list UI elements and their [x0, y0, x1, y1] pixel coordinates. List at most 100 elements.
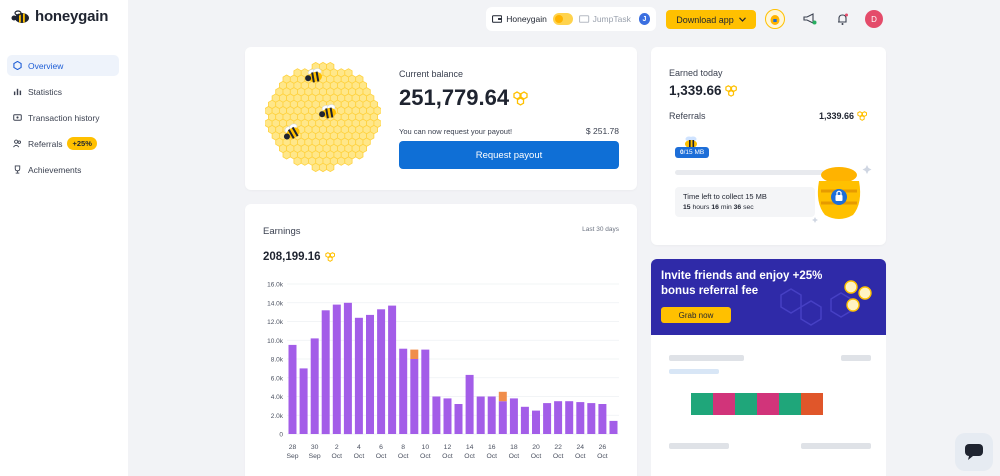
traffic-current: 0 [680, 149, 684, 156]
earnings-bar[interactable] [343, 302, 352, 435]
notifications-button[interactable] [832, 9, 852, 29]
sidebar-item-overview[interactable]: Overview [7, 55, 119, 76]
earnings-bar[interactable] [388, 305, 397, 434]
blurred-text [669, 355, 744, 361]
wallet-icon [13, 113, 22, 122]
x-tick-day: 8 [401, 444, 405, 451]
earnings-bar[interactable] [377, 309, 386, 434]
earnings-bar[interactable] [454, 404, 463, 434]
earnings-range[interactable]: Last 30 days [582, 226, 619, 233]
jumptask-label[interactable]: JumpTask [592, 14, 631, 24]
request-payout-button[interactable]: Request payout [399, 141, 619, 169]
earnings-bar[interactable] [532, 410, 540, 434]
megaphone-icon [803, 13, 817, 25]
earnings-bar[interactable] [543, 403, 552, 434]
earnings-bar[interactable] [366, 314, 374, 434]
balance-amount: 251,779.64 [399, 85, 510, 110]
y-tick-label: 16.0k [267, 282, 284, 289]
payout-message: You can now request your payout! [399, 127, 513, 136]
earnings-bar[interactable] [476, 396, 485, 435]
earnings-bar[interactable] [321, 310, 330, 435]
earnings-bar[interactable] [421, 349, 430, 434]
coins-icon [844, 280, 872, 312]
earnings-bar[interactable] [354, 317, 363, 435]
referral-bar-segment[interactable] [410, 349, 419, 359]
earnings-bar[interactable] [443, 398, 452, 434]
hours-value: 15 [683, 204, 691, 211]
y-tick-label: 12.0k [267, 319, 284, 326]
earnings-bar[interactable] [410, 359, 419, 434]
seconds-value: 36 [733, 204, 742, 211]
wallet-icon [579, 15, 590, 23]
earnings-bar[interactable] [565, 401, 574, 434]
referrals-value: 1,339.66 [819, 111, 868, 121]
honeypot-button[interactable] [765, 9, 785, 29]
earned-today-value: 1,339.66 [669, 83, 738, 98]
seconds-unit: sec [743, 204, 754, 211]
current-balance-label: Current balance [399, 69, 464, 79]
earnings-bar[interactable] [432, 396, 441, 435]
earnings-bar[interactable] [465, 374, 474, 434]
balance-card: Current balance 251,779.64 You can now r… [245, 47, 637, 190]
invite-friends-banner: Invite friends and enjoy +25% bonus refe… [651, 259, 886, 335]
download-app-button[interactable]: Download app [666, 10, 756, 29]
earnings-bar[interactable] [299, 368, 308, 434]
y-tick-label: 6.0k [271, 375, 284, 382]
app-toggle[interactable] [552, 13, 574, 25]
honeygain-logo[interactable]: honeygain [11, 8, 108, 25]
avatar[interactable]: D [865, 10, 883, 28]
x-tick-month: Oct [486, 453, 497, 460]
x-tick-day: 18 [510, 444, 518, 451]
earnings-bar[interactable] [609, 420, 618, 434]
x-tick-month: Oct [597, 453, 608, 460]
grab-now-button[interactable]: Grab now [661, 307, 731, 323]
blurred-text [801, 443, 871, 449]
y-tick-label: 4.0k [271, 394, 284, 401]
x-tick-day: 12 [444, 444, 452, 451]
earnings-bar[interactable] [332, 304, 341, 434]
x-tick-day: 30 [311, 444, 319, 451]
honeypot-icon [765, 9, 785, 29]
earnings-bar[interactable] [587, 403, 596, 434]
x-tick-day: 2 [335, 444, 339, 451]
earnings-bar[interactable] [576, 402, 585, 434]
referral-bar-segment[interactable] [498, 391, 507, 402]
megaphone-button[interactable] [800, 9, 820, 29]
earnings-bar[interactable] [598, 404, 607, 434]
y-tick-label: 10.0k [267, 338, 284, 345]
x-tick-month: Oct [442, 453, 453, 460]
earnings-total: 208,199.16 [263, 251, 336, 263]
honeycomb-coin-icon [324, 252, 335, 262]
earnings-bar[interactable] [288, 344, 297, 434]
x-tick-day: 16 [488, 444, 496, 451]
sidebar: honeygain Overview Statistics Transactio… [0, 0, 128, 476]
earnings-bar[interactable] [399, 348, 408, 434]
chevron-down-icon [738, 17, 746, 22]
sidebar-item-referrals[interactable]: Referrals +25% [7, 133, 119, 154]
earned-today-card: Earned today 1,339.66 Referrals 1,339.66… [651, 47, 886, 245]
x-tick-day: 20 [532, 444, 540, 451]
earnings-card: Earnings Last 30 days 208,199.16 0 2.0k 4.… [245, 204, 637, 476]
honeypot-lock-illustration [812, 165, 872, 223]
bee-icon [305, 68, 322, 83]
x-tick-month: Oct [376, 453, 387, 460]
earnings-bar[interactable] [310, 338, 319, 434]
referrals-amount: 1,339.66 [818, 111, 854, 121]
earnings-bar[interactable] [554, 401, 563, 434]
sidebar-item-label: Overview [28, 60, 64, 71]
x-tick-day: 28 [289, 444, 297, 451]
sidebar-item-statistics[interactable]: Statistics [7, 81, 119, 102]
sidebar-item-label: Achievements [28, 164, 82, 175]
earnings-title: Earnings [263, 226, 301, 237]
earnings-bar[interactable] [509, 398, 518, 434]
time-left-label: Time left to collect 15 MB [683, 192, 767, 201]
trophy-icon [13, 165, 22, 174]
earnings-bar[interactable] [520, 406, 529, 434]
honeycomb-coin-icon [513, 90, 528, 106]
chat-support-button[interactable] [955, 433, 993, 471]
earnings-bar[interactable] [487, 396, 496, 435]
sidebar-item-achievements[interactable]: Achievements [7, 159, 119, 180]
earnings-bar[interactable] [498, 401, 507, 434]
sidebar-item-transaction-history[interactable]: Transaction history [7, 107, 119, 128]
hours-unit: hours [692, 204, 710, 211]
